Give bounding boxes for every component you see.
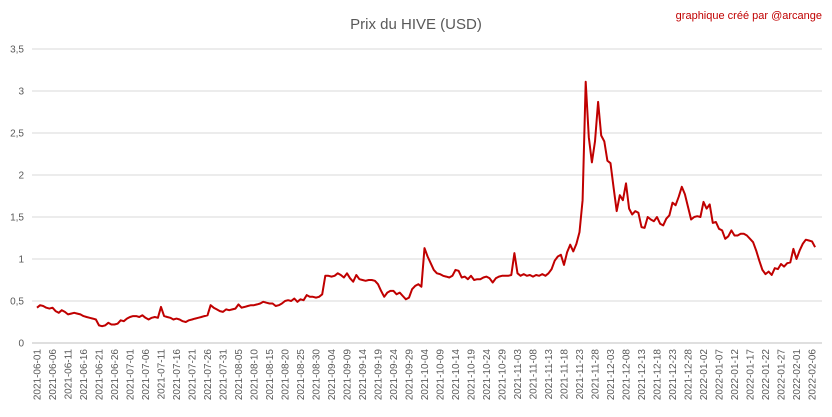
- x-tick-label: 2021-11-18: [560, 349, 571, 400]
- x-tick-label: 2021-07-21: [188, 349, 199, 401]
- x-tick-label: 2021-09-09: [343, 349, 354, 401]
- annotation: graphique créé par @arcange: [676, 10, 822, 22]
- x-tick-label: 2021-12-18: [653, 349, 664, 401]
- x-tick-label: 2022-01-07: [715, 349, 726, 401]
- x-tick-label: 2021-06-01: [33, 349, 44, 401]
- x-tick-label: 2021-06-11: [64, 349, 75, 400]
- x-tick-label: 2021-10-09: [436, 349, 447, 401]
- x-tick-label: 2021-07-26: [203, 349, 214, 401]
- chart-title: Prix du HIVE (USD): [350, 16, 482, 33]
- x-tick-label: 2022-01-12: [730, 349, 741, 401]
- x-tick-label: 2021-08-10: [250, 349, 261, 401]
- x-tick-label: 2021-06-26: [110, 349, 121, 401]
- x-tick-label: 2022-01-02: [699, 349, 710, 401]
- x-tick-label: 2021-10-14: [451, 349, 462, 401]
- x-tick-label: 2021-11-23: [575, 349, 586, 400]
- y-tick-label: 3,5: [10, 45, 24, 56]
- x-tick-label: 2021-11-13: [544, 349, 555, 400]
- x-tick-label: 2021-09-14: [358, 349, 369, 401]
- x-tick-label: 2021-07-31: [219, 349, 230, 401]
- x-tick-label: 2021-06-21: [95, 349, 106, 401]
- x-tick-label: 2021-08-15: [265, 349, 276, 401]
- x-tick-label: 2021-12-03: [606, 349, 617, 401]
- x-tick-label: 2021-10-29: [498, 349, 509, 401]
- x-tick-label: 2021-12-23: [668, 349, 679, 401]
- x-tick-label: 2021-11-28: [591, 349, 602, 400]
- x-tick-label: 2021-12-28: [684, 349, 695, 401]
- x-tick-label: 2021-09-04: [327, 349, 338, 401]
- x-tick-label: 2021-10-19: [467, 349, 478, 401]
- x-tick-label: 2022-01-27: [777, 349, 788, 401]
- x-tick-label: 2021-07-06: [141, 349, 152, 401]
- y-tick-label: 2,5: [10, 129, 24, 140]
- x-tick-label: 2021-10-04: [420, 349, 431, 401]
- x-tick-label: 2021-11-08: [529, 349, 540, 400]
- x-tick-label: 2021-07-16: [172, 349, 183, 401]
- x-tick-label: 2021-10-24: [482, 349, 493, 401]
- x-tick-label: 2022-02-06: [808, 349, 819, 401]
- x-tick-label: 2021-09-29: [405, 349, 416, 401]
- x-tick-label: 2021-07-11: [157, 349, 168, 400]
- x-tick-label: 2021-08-20: [281, 349, 292, 401]
- line: [36, 80, 816, 328]
- x-tick-label: 2021-08-30: [312, 349, 323, 401]
- y-tick-label: 2: [18, 171, 24, 182]
- x-tick-label: 2021-12-13: [637, 349, 648, 401]
- x-tick-label: 2021-09-19: [374, 349, 385, 401]
- x-tick-label: 2021-07-01: [126, 349, 137, 401]
- x-tick-label: 2021-11-03: [513, 349, 524, 400]
- y-tick-label: 3: [18, 87, 24, 98]
- x-tick-label: 2022-01-17: [746, 349, 757, 401]
- y-tick-label: 0: [18, 339, 24, 350]
- x-tick-label: 2021-12-08: [622, 349, 633, 401]
- y-tick-label: 1,5: [10, 213, 24, 224]
- y-tick-label: 0,5: [10, 297, 24, 308]
- x-tick-label: 2021-08-05: [234, 349, 245, 401]
- x-tick-label: 2021-06-06: [48, 349, 59, 401]
- x-tick-label: 2022-01-22: [761, 349, 772, 401]
- x-tick-label: 2021-06-16: [79, 349, 90, 401]
- x-tick-label: 2021-09-24: [389, 349, 400, 401]
- y-tick-label: 1: [18, 255, 24, 266]
- x-tick-label: 2021-08-25: [296, 349, 307, 401]
- x-tick-label: 2022-02-01: [792, 349, 803, 401]
